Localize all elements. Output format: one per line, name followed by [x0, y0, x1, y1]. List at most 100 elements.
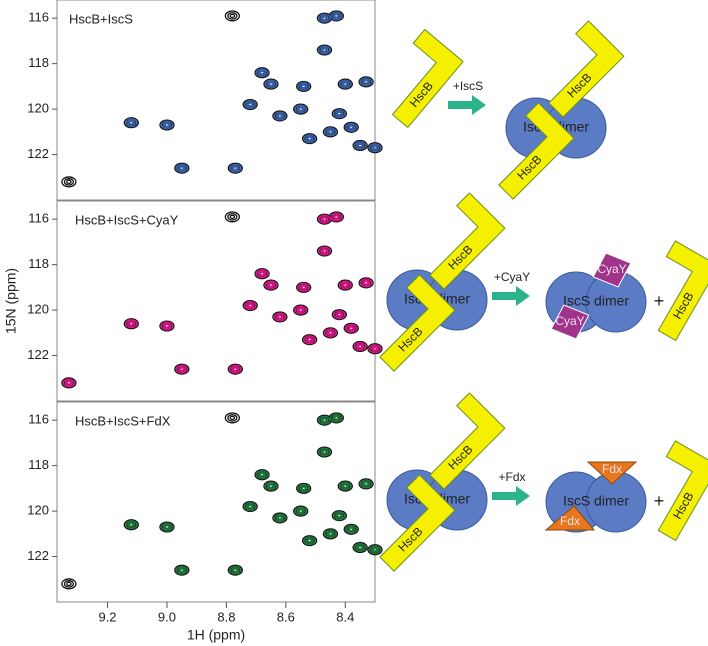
peak [255, 470, 269, 480]
contour [367, 544, 383, 556]
peak [318, 415, 331, 425]
contour [363, 79, 369, 84]
x-tick-label: 9.0 [158, 609, 176, 624]
y-tick-label: 118 [28, 55, 49, 70]
contour [320, 216, 329, 223]
contour [296, 105, 305, 113]
contour [268, 484, 274, 488]
dimer-label: IscS dimer [563, 493, 629, 509]
contour [293, 304, 309, 316]
contour [322, 249, 327, 253]
contour [316, 245, 333, 257]
contour [336, 111, 342, 116]
peak [264, 79, 278, 89]
contour [353, 341, 367, 352]
contour [296, 306, 305, 314]
contour [242, 98, 258, 111]
arrow-label: +IscS [453, 79, 483, 93]
contour [273, 111, 287, 121]
peak [243, 300, 257, 311]
plot-frame [56, 0, 376, 201]
fdx-shape [544, 505, 596, 531]
contour [229, 565, 242, 575]
contour [353, 542, 367, 553]
contour [164, 525, 170, 529]
contour [357, 143, 363, 148]
peak [339, 481, 352, 491]
peak [175, 163, 189, 173]
contour [263, 480, 279, 492]
contour [162, 523, 172, 531]
contour [363, 481, 369, 486]
contour [331, 108, 347, 120]
contour [254, 67, 270, 79]
contour [344, 122, 358, 132]
hscb-shape [379, 274, 456, 372]
contour [177, 366, 187, 373]
contour [263, 78, 279, 90]
contour [324, 328, 337, 338]
arrow-label: +Fdx [498, 470, 525, 484]
contour [179, 166, 185, 171]
contour [123, 519, 139, 531]
contour [229, 13, 236, 19]
contour [333, 416, 339, 420]
contour [316, 44, 333, 56]
contour [328, 330, 333, 335]
contour [332, 414, 341, 422]
contour [370, 345, 380, 352]
contour [330, 11, 343, 21]
contour [301, 285, 307, 290]
partner-label: Fdx [602, 462, 622, 476]
contour [368, 143, 382, 153]
hscb-shape [429, 192, 506, 290]
contour [341, 482, 350, 490]
contour [125, 118, 138, 128]
contour [174, 363, 190, 375]
peak [297, 81, 310, 91]
contour [333, 310, 346, 320]
contour [368, 545, 382, 555]
peak [339, 79, 352, 89]
x-tick-label: 8.8 [217, 609, 235, 624]
contour [297, 483, 310, 493]
contour [320, 247, 329, 255]
contour [232, 166, 238, 171]
peak [294, 506, 307, 516]
contour [335, 110, 344, 117]
contour [66, 380, 72, 385]
contour [164, 123, 170, 127]
contour [61, 176, 77, 188]
y-tick-label: 116 [28, 10, 49, 25]
contour [337, 78, 353, 90]
contour [264, 481, 278, 491]
contour [257, 471, 267, 478]
contour [159, 521, 175, 533]
contour [245, 101, 255, 108]
contour [318, 13, 331, 23]
peak [324, 328, 337, 338]
contour [227, 564, 243, 576]
peak [368, 143, 382, 153]
peak [264, 280, 278, 290]
peak [243, 501, 257, 512]
contour [63, 178, 75, 186]
contour [273, 312, 287, 322]
contour [298, 107, 304, 111]
contour [361, 279, 371, 286]
partner-label: CyaY [555, 314, 584, 328]
contour [162, 121, 172, 129]
contour [61, 377, 77, 389]
contour [62, 378, 76, 388]
contour [277, 516, 283, 520]
peak [353, 542, 367, 553]
peak [224, 211, 240, 223]
contour [336, 312, 342, 317]
peak [62, 378, 76, 388]
peak [160, 120, 174, 130]
contour [303, 134, 316, 144]
contour [299, 485, 308, 492]
y-tick-label: 122 [27, 548, 49, 563]
y-tick-label: 118 [28, 457, 49, 472]
contour [255, 269, 269, 279]
